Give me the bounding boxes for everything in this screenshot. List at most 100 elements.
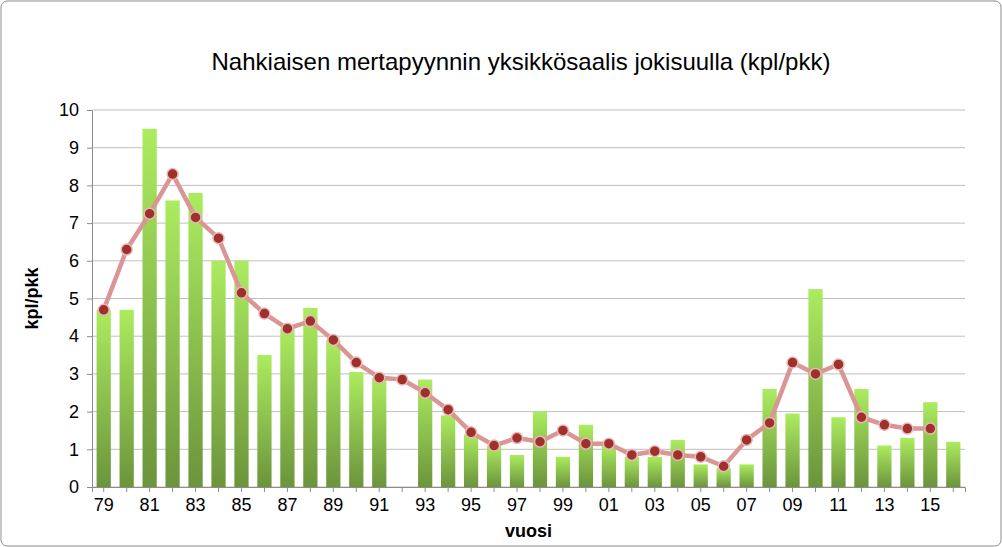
tick-label: 79	[94, 495, 114, 515]
tick-mark	[87, 336, 92, 337]
tick: 1	[69, 440, 92, 460]
marker	[397, 374, 408, 385]
tick-label: 05	[691, 495, 711, 515]
bars	[97, 129, 961, 487]
tick-label: 7	[69, 213, 79, 233]
marker	[489, 440, 500, 451]
chart: 0123456789107981838587899193959799010305…	[0, 0, 1002, 547]
tick: 6	[69, 251, 92, 271]
bar	[165, 200, 179, 487]
bar	[877, 446, 891, 487]
y-axis-title: kpl/pkk	[22, 267, 42, 330]
tick-label: 5	[69, 289, 79, 309]
tick	[539, 487, 540, 492]
bar	[510, 455, 524, 487]
bar	[648, 457, 662, 487]
tick-label: 03	[645, 495, 665, 515]
tick	[356, 487, 357, 492]
bar	[831, 417, 845, 487]
bar	[694, 464, 708, 487]
bar	[671, 440, 685, 487]
marker	[98, 304, 109, 315]
marker	[764, 417, 775, 428]
tick-label: 93	[415, 495, 435, 515]
tick-mark	[87, 374, 92, 375]
tick: 4	[69, 326, 92, 346]
tick-mark	[264, 487, 265, 492]
marker	[902, 423, 913, 434]
tick-mark	[838, 487, 839, 492]
marks	[97, 129, 961, 487]
tick-mark	[402, 487, 403, 492]
tick-label: 8	[69, 176, 79, 196]
tick-mark	[310, 487, 311, 492]
tick	[631, 487, 632, 492]
bar	[923, 402, 937, 487]
tick-mark	[379, 487, 380, 492]
tick: 9	[69, 138, 92, 158]
bar	[464, 434, 478, 487]
marker	[144, 208, 155, 219]
marker	[512, 432, 523, 443]
tick	[769, 487, 770, 492]
tick-label: 10	[59, 100, 79, 120]
tick-mark	[87, 185, 92, 186]
tick-mark	[172, 487, 173, 492]
tick: 09	[783, 487, 803, 515]
marker	[121, 244, 132, 255]
marker	[925, 423, 936, 434]
tick: 91	[369, 487, 389, 515]
axis-line	[93, 488, 966, 493]
bar	[946, 442, 960, 487]
marker	[351, 357, 362, 368]
tick-label: 89	[323, 495, 343, 515]
tick-label: 0	[69, 477, 79, 497]
bar	[234, 261, 248, 487]
tick: 83	[186, 487, 206, 515]
bar	[326, 340, 340, 487]
tick: 10	[59, 100, 92, 120]
tick-label: 2	[69, 402, 79, 422]
tick-mark	[631, 487, 632, 492]
bar	[97, 310, 111, 487]
tick-mark	[425, 487, 426, 492]
marker	[718, 461, 729, 472]
tick-mark	[87, 261, 92, 262]
tick-label: 07	[737, 495, 757, 515]
tick-mark	[746, 487, 747, 492]
tick-mark	[585, 487, 586, 492]
bar	[740, 464, 754, 487]
tick	[218, 487, 219, 492]
tick	[402, 487, 403, 492]
tick: 0	[69, 477, 92, 497]
tick: 95	[461, 487, 481, 515]
bar	[257, 355, 271, 487]
tick-mark	[792, 487, 793, 492]
tick	[907, 487, 908, 492]
tick-label: 9	[69, 138, 79, 158]
tick: 89	[323, 487, 343, 515]
line	[104, 174, 931, 466]
chart-frame	[1, 1, 1001, 546]
bar	[303, 308, 317, 487]
tick-mark	[677, 487, 678, 492]
bar	[418, 380, 432, 487]
tick: 5	[69, 289, 92, 309]
tick	[723, 487, 724, 492]
tick: 97	[507, 487, 527, 515]
tick-mark	[654, 487, 655, 492]
marker	[856, 412, 867, 423]
tick: 15	[920, 487, 940, 515]
bar	[533, 412, 547, 487]
tick: 79	[94, 487, 114, 515]
bar	[785, 413, 799, 487]
tick: 13	[874, 487, 894, 515]
marker	[810, 368, 821, 379]
tick-mark	[953, 487, 954, 492]
grid-line	[92, 110, 965, 111]
x-axis: 79818385878991939597990103050709111315	[93, 487, 966, 515]
bar	[143, 129, 157, 487]
tick-mark	[539, 487, 540, 492]
tick-mark	[471, 487, 472, 492]
tick-mark	[103, 487, 104, 492]
